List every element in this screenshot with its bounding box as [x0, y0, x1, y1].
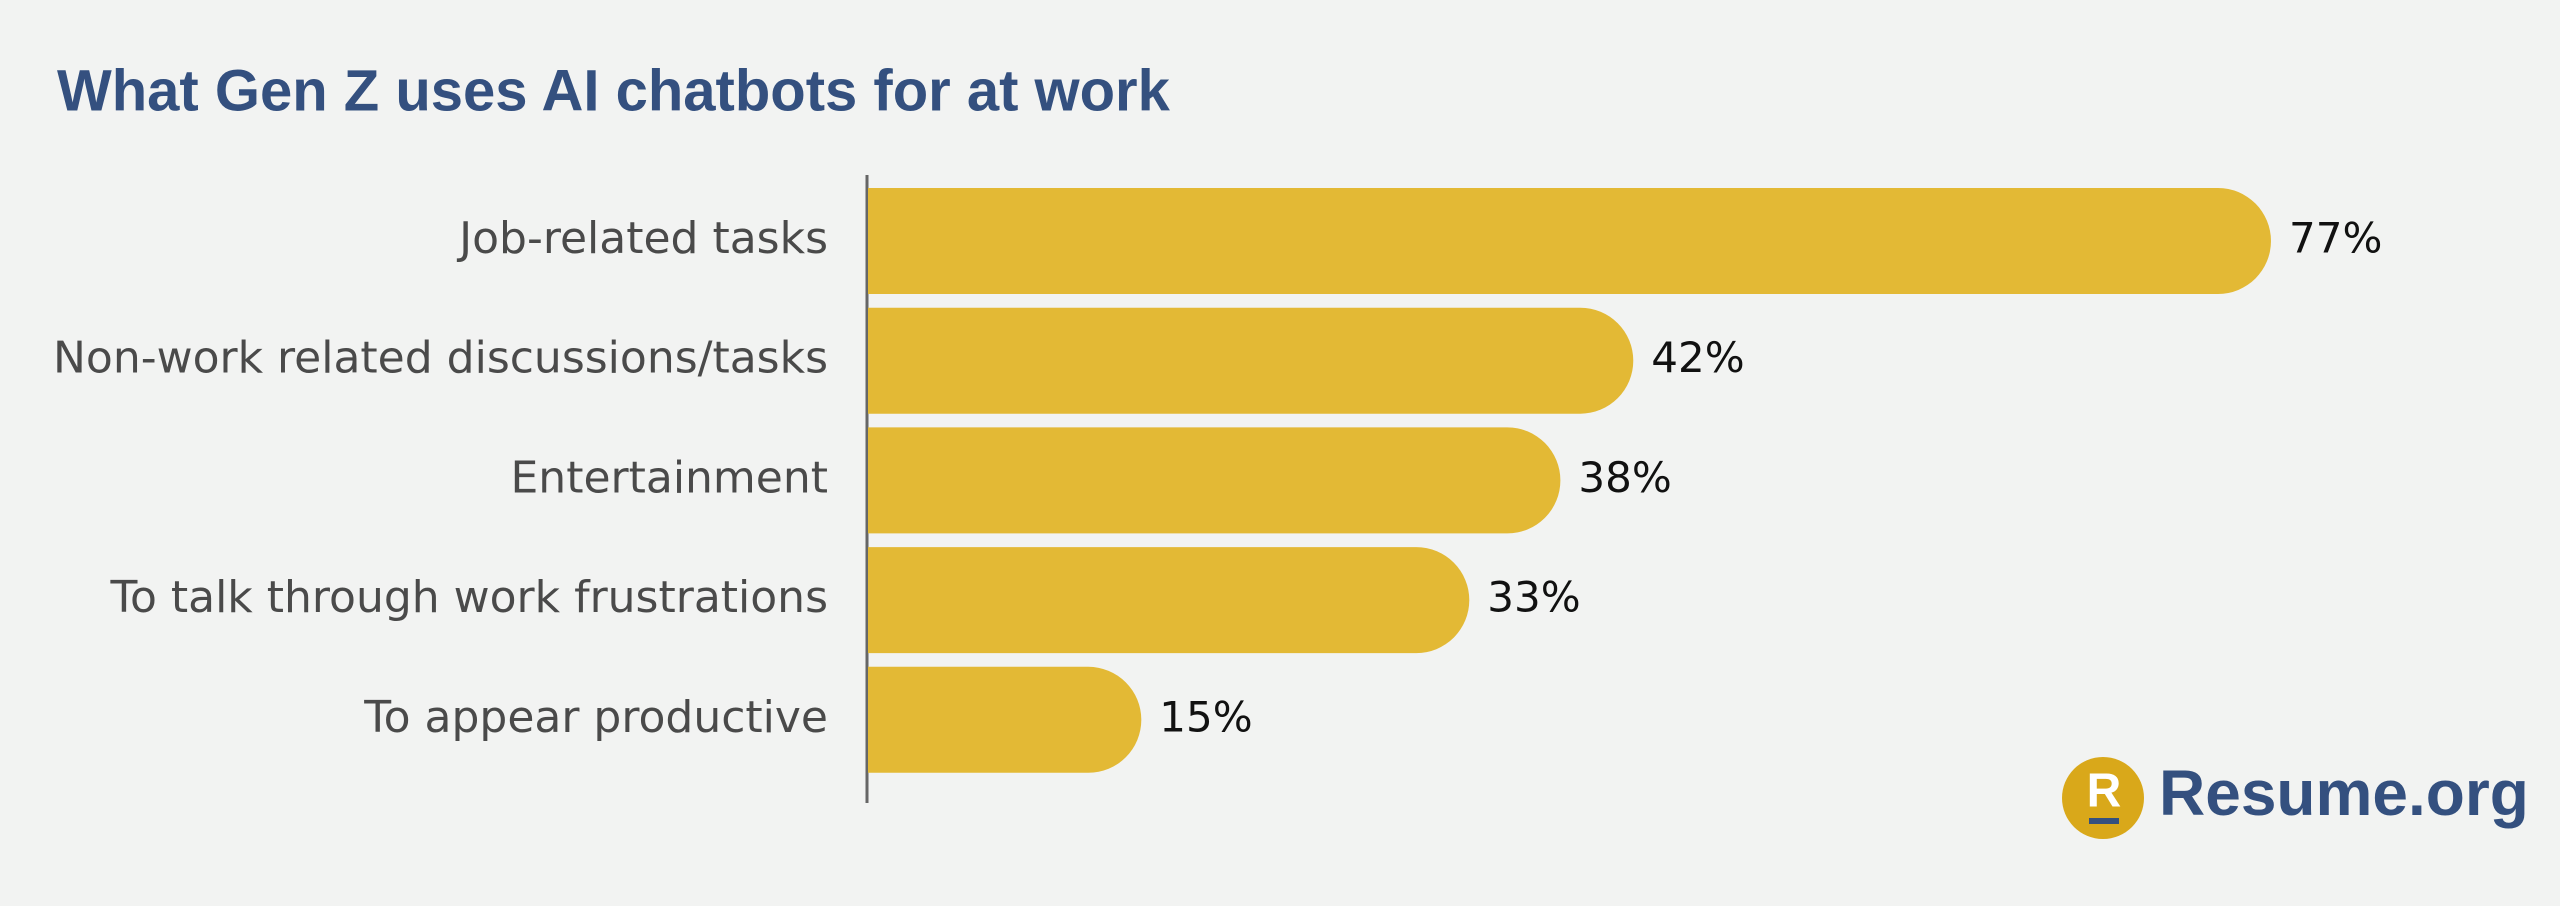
logo-mark: R: [2087, 765, 2122, 818]
logo-circle: [2062, 757, 2144, 839]
brand-name: Resume.org: [2159, 757, 2529, 829]
brand-logo: R Resume.org: [2062, 757, 2529, 839]
bar: [867, 547, 1470, 654]
value-label: 15%: [1159, 692, 1252, 741]
category-label: Entertainment: [511, 452, 829, 503]
value-label: 42%: [1651, 333, 1744, 382]
category-label: To appear productive: [363, 692, 828, 743]
bar: [868, 188, 2271, 294]
category-label: Non-work related discussions/tasks: [53, 333, 828, 384]
category-label: Job-related tasks: [456, 213, 828, 264]
value-label: 38%: [1578, 453, 1671, 502]
bar: [867, 666, 1142, 773]
value-label: 33%: [1487, 573, 1580, 622]
chart-title: What Gen Z uses AI chatbots for at work: [57, 58, 1171, 123]
category-label: To talk through work frustrations: [110, 572, 828, 623]
value-label: 77%: [2289, 214, 2382, 263]
logo-underline: [2089, 818, 2119, 824]
bar: [868, 307, 1634, 414]
bar: [868, 427, 1561, 534]
